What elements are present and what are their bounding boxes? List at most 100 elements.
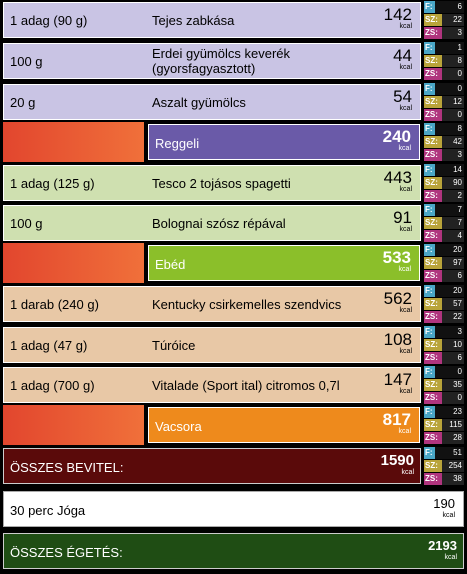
macro-fat: F: 14 <box>424 164 464 176</box>
total-intake-kcal: 1590 kcal <box>381 452 414 476</box>
meal-label: Vacsora <box>155 419 202 434</box>
meal-kcal: 240 kcal <box>382 127 411 153</box>
macro-panel: F: 20 SZ: 57 ZS: 22 <box>424 285 464 324</box>
total-burned-label: ÖSSZES ÉGETÉS: <box>10 545 123 560</box>
macro-carb: SZ: 57 <box>424 298 464 310</box>
macro-panel: F: 1 SZ: 8 ZS: 0 <box>424 42 464 81</box>
food-quantity: 100 g <box>10 216 43 231</box>
food-row-box[interactable]: 1 adag (125 g) Tesco 2 tojásos spagetti … <box>3 165 421 201</box>
kcal-value: 142 <box>383 5 412 24</box>
activity-row[interactable]: 30 perc Jóga 190 kcal <box>0 489 467 530</box>
food-name[interactable]: Vitalade (Sport ital) citromos 0,7l <box>152 378 340 393</box>
food-quantity: 1 adag (47 g) <box>10 338 88 353</box>
meal-accent <box>3 243 144 283</box>
macro-protein: ZS: 3 <box>424 27 464 39</box>
meal-summary-breakfast: Reggeli 240 kcal F: 8 SZ: 42 ZS: 3 <box>0 122 467 163</box>
macro-protein: ZS: 4 <box>424 230 464 242</box>
meal-kcal: 817 kcal <box>382 410 411 436</box>
food-kcal: 54 kcal <box>393 87 412 113</box>
macro-protein: ZS: 6 <box>424 270 464 282</box>
kcal-unit: kcal <box>399 388 412 395</box>
food-row-box[interactable]: 100 g Erdei gyümölcs keverék (gyorsfagya… <box>3 43 421 79</box>
macro-fat: F: 7 <box>424 204 464 216</box>
macro-carb: SZ: 42 <box>424 136 464 148</box>
macro-protein: ZS: 38 <box>424 473 464 485</box>
activity-kcal: 190 kcal <box>433 495 455 519</box>
macro-panel: F: 3 SZ: 10 ZS: 6 <box>424 326 464 365</box>
total-intake-row: ÖSSZES BEVITEL: 1590 kcal F: 51 SZ: 254 ZS:… <box>0 446 467 487</box>
food-row-box[interactable]: 1 adag (90 g) Tejes zabkása 142 kcal <box>3 2 421 38</box>
kcal-unit: kcal <box>399 64 412 71</box>
meal-accent <box>3 405 144 445</box>
kcal-value: 54 <box>393 87 412 106</box>
food-quantity: 1 adag (700 g) <box>10 378 95 393</box>
macro-protein: ZS: 0 <box>424 392 464 404</box>
macro-carb: SZ: 8 <box>424 55 464 67</box>
food-kcal: 147 kcal <box>383 370 412 396</box>
activity-label[interactable]: 30 perc Jóga <box>10 503 86 518</box>
activity-box[interactable]: 30 perc Jóga 190 kcal <box>3 491 464 527</box>
food-name[interactable]: Erdei gyümölcs keverék (gyorsfagyasztott… <box>152 46 290 76</box>
food-row-box[interactable]: 1 darab (240 g) Kentucky csirkemelles sz… <box>3 286 421 322</box>
kcal-unit: kcal <box>399 226 412 233</box>
kcal-unit: kcal <box>399 105 412 112</box>
meal-box: Reggeli 240 kcal <box>148 124 420 160</box>
kcal-value: 817 <box>382 410 411 429</box>
macro-panel: F: 0 SZ: 12 ZS: 0 <box>424 83 464 122</box>
macro-protein: ZS: 3 <box>424 149 464 161</box>
food-name[interactable]: Túróice <box>152 338 196 353</box>
food-kcal: 108 kcal <box>383 330 412 356</box>
food-row-box[interactable]: 1 adag (700 g) Vitalade (Sport ital) cit… <box>3 367 421 403</box>
kcal-value: 147 <box>383 370 412 389</box>
macro-carb: SZ: 254 <box>424 460 464 472</box>
food-row-box[interactable]: 1 adag (47 g) Túróice 108 kcal <box>3 327 421 363</box>
food-row-box[interactable]: 100 g Bolognai szósz répával 91 kcal <box>3 205 421 241</box>
food-kcal: 443 kcal <box>384 169 412 194</box>
meal-label: Ebéd <box>155 257 186 272</box>
total-intake-label: ÖSSZES BEVITEL: <box>10 460 124 475</box>
macro-carb: SZ: 97 <box>424 257 464 269</box>
meal-accent <box>3 122 144 162</box>
food-quantity: 100 g <box>10 54 43 69</box>
food-name[interactable]: Tejes zabkása <box>152 13 235 28</box>
macro-fat: F: 6 <box>424 1 464 13</box>
kcal-value: 2193 <box>428 538 457 553</box>
food-name[interactable]: Bolognai szósz répával <box>152 216 286 231</box>
food-kcal: 91 kcal <box>393 209 412 234</box>
food-name[interactable]: Tesco 2 tojásos spagetti <box>152 176 291 191</box>
macro-carb: SZ: 12 <box>424 96 464 108</box>
meal-summary-dinner: Vacsora 817 kcal F: 23 SZ: 115 ZS: 28 <box>0 405 467 446</box>
kcal-value: 1590 <box>380 452 414 469</box>
macro-panel: F: 0 SZ: 35 ZS: 0 <box>424 366 464 405</box>
macro-carb: SZ: 10 <box>424 339 464 351</box>
macro-fat: F: 8 <box>424 123 464 135</box>
macro-carb: SZ: 115 <box>424 419 464 431</box>
kcal-value: 240 <box>382 127 411 146</box>
kcal-unit: kcal <box>401 469 414 476</box>
food-name[interactable]: Kentucky csirkemelles szendvics <box>152 297 342 312</box>
kcal-value: 190 <box>433 496 455 511</box>
macro-fat: F: 51 <box>424 447 464 459</box>
kcal-value: 108 <box>383 330 412 349</box>
meal-kcal: 533 kcal <box>383 249 411 274</box>
kcal-unit: kcal <box>398 145 411 152</box>
macro-protein: ZS: 6 <box>424 352 464 364</box>
meal-summary-lunch: Ebéd 533 kcal F: 20 SZ: 97 ZS: 6 <box>0 243 467 284</box>
food-kcal: 142 kcal <box>383 5 412 31</box>
food-row-box[interactable]: 20 g Aszalt gyümölcs 54 kcal <box>3 84 421 120</box>
macro-protein: ZS: 0 <box>424 109 464 121</box>
kcal-unit: kcal <box>444 554 457 561</box>
kcal-unit: kcal <box>442 512 455 519</box>
food-name[interactable]: Aszalt gyümölcs <box>152 95 246 110</box>
food-quantity: 1 adag (90 g) <box>10 13 88 28</box>
macro-carb: SZ: 35 <box>424 379 464 391</box>
kcal-unit: kcal <box>399 307 412 314</box>
food-kcal: 44 kcal <box>393 47 412 72</box>
food-quantity: 1 darab (240 g) <box>10 297 99 312</box>
kcal-unit: kcal <box>399 23 412 30</box>
macro-panel: F: 8 SZ: 42 ZS: 3 <box>424 123 464 162</box>
macro-fat: F: 0 <box>424 83 464 95</box>
macro-fat: F: 3 <box>424 326 464 338</box>
food-kcal: 562 kcal <box>384 290 412 315</box>
macro-carb: SZ: 7 <box>424 217 464 229</box>
